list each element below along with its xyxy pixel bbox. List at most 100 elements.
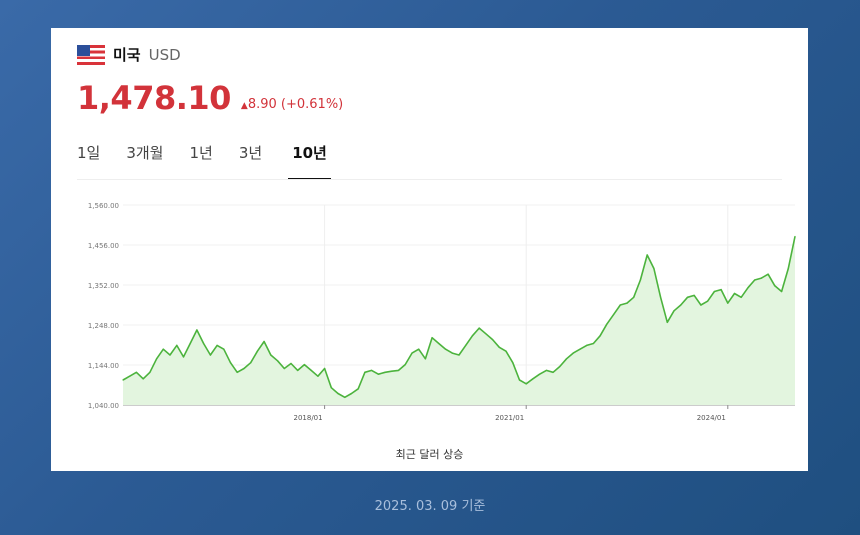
price-change-value: 8.90 (+0.61%) <box>247 97 344 112</box>
data-point <box>169 354 171 356</box>
data-point <box>290 362 292 365</box>
data-point <box>256 350 258 352</box>
data-point <box>371 369 373 371</box>
data-point <box>613 314 615 316</box>
data-point <box>539 373 541 375</box>
tab-10-years[interactable]: 10년 <box>288 140 331 180</box>
y-tick-label: 1,040.00 <box>88 402 119 410</box>
data-point <box>317 375 319 377</box>
exchange-rate-chart: 1,560.00 1,456.00 1,352.00 1,248.00 1,144.00… <box>88 202 796 422</box>
data-point <box>619 304 621 306</box>
tab-1-year[interactable]: 1년 <box>189 144 213 162</box>
y-tick-label: 1,144.00 <box>88 362 119 370</box>
price-change: ▲8.90 (+0.61%) <box>241 97 343 112</box>
data-point <box>686 296 689 298</box>
x-tick-label: 2018/01 <box>294 414 323 422</box>
up-arrow-icon: ▲ <box>240 101 248 111</box>
data-point <box>297 369 299 371</box>
data-point <box>458 354 460 356</box>
data-point <box>263 340 265 343</box>
exchange-rate-card: 미국 USD 1,478.10 ▲8.90 (+0.61%) 1일 3개월 1년… <box>51 28 808 471</box>
data-point <box>203 342 205 345</box>
data-point <box>565 358 568 360</box>
data-point <box>142 378 144 380</box>
data-point <box>156 358 158 360</box>
tab-3-years[interactable]: 3년 <box>238 144 263 162</box>
data-point <box>135 371 137 373</box>
data-point <box>606 323 608 325</box>
data-point <box>344 396 346 398</box>
data-point <box>189 342 191 345</box>
data-point <box>465 344 467 346</box>
data-point <box>639 279 642 281</box>
tabs-divider <box>77 179 782 180</box>
data-point <box>250 362 252 364</box>
data-point <box>767 273 769 275</box>
data-point <box>512 362 514 364</box>
date-note: 2025. 03. 09 기준 <box>374 499 486 514</box>
y-tick-label: 1,248.00 <box>88 322 119 330</box>
data-point <box>518 379 521 381</box>
data-point <box>196 329 198 331</box>
data-point <box>357 388 359 390</box>
currency-header: 미국 USD <box>77 44 181 65</box>
y-tick-label: 1,560.00 <box>88 202 119 210</box>
tab-3-months[interactable]: 3개월 <box>126 144 164 162</box>
current-price: 1,478.10 <box>77 79 231 117</box>
y-tick-label: 1,352.00 <box>88 282 119 290</box>
data-point <box>626 302 628 304</box>
currency-code: USD <box>148 45 181 64</box>
data-point <box>727 302 729 304</box>
data-point <box>532 378 534 380</box>
tab-1-day[interactable]: 1일 <box>77 144 101 162</box>
data-point <box>525 383 527 385</box>
data-point <box>559 365 561 368</box>
data-point <box>740 296 742 298</box>
data-point <box>377 373 379 375</box>
data-point <box>182 356 185 358</box>
data-point <box>471 335 473 337</box>
data-point <box>418 348 420 350</box>
data-point <box>787 267 789 270</box>
data-point <box>592 342 595 345</box>
data-point <box>713 290 716 293</box>
data-point <box>310 369 312 371</box>
data-point <box>216 344 218 346</box>
chart-caption: 최근 달러 상승 <box>395 448 464 461</box>
data-point <box>579 348 581 350</box>
data-point <box>122 379 124 381</box>
data-point <box>733 292 736 295</box>
data-point <box>680 304 682 306</box>
data-point <box>700 304 702 306</box>
data-point <box>774 285 776 287</box>
data-point <box>451 352 453 354</box>
data-point <box>397 369 400 371</box>
area-fill <box>123 236 795 405</box>
data-point <box>660 296 662 298</box>
period-tabs: 1일 3개월 1년 3년 10년 <box>77 140 331 180</box>
data-point <box>747 287 749 289</box>
data-point <box>572 352 574 354</box>
data-point <box>277 360 279 362</box>
data-point <box>149 371 151 373</box>
country-name: 미국 <box>113 46 141 64</box>
x-tick-label: 2024/01 <box>697 414 726 422</box>
data-point <box>754 279 756 281</box>
data-point <box>229 362 232 364</box>
data-point <box>283 367 285 370</box>
data-point <box>720 289 722 291</box>
data-point <box>330 387 332 389</box>
data-point <box>646 254 648 256</box>
data-point <box>243 367 245 370</box>
data-point <box>424 358 426 360</box>
data-point <box>209 354 211 356</box>
data-point <box>270 354 272 356</box>
data-point <box>794 235 796 238</box>
y-tick-label: 1,456.00 <box>88 242 119 250</box>
data-point <box>552 371 554 373</box>
us-flag-icon <box>77 44 105 65</box>
x-tick-label: 2021/01 <box>495 414 524 422</box>
data-point <box>324 367 326 370</box>
data-point <box>633 296 635 298</box>
data-point <box>391 370 393 372</box>
